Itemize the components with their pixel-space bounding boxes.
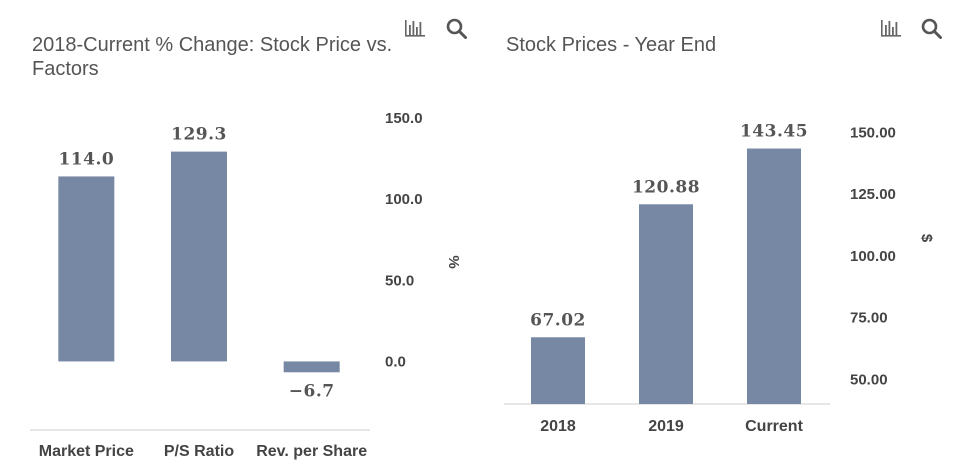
- data-label: 114.0: [58, 149, 114, 169]
- x-tick-label: 2018: [540, 418, 576, 435]
- y-tick-label: 150.0: [385, 110, 423, 127]
- x-tick-label: 2019: [648, 418, 684, 435]
- x-tick-label: Current: [745, 418, 803, 435]
- search-icon[interactable]: [444, 16, 470, 42]
- y-tick-label: 100.00: [850, 248, 896, 265]
- bar: [639, 204, 693, 404]
- bar: [747, 148, 801, 404]
- data-label: 143.45: [740, 122, 808, 142]
- y-axis-title: $: [918, 234, 935, 243]
- data-label: −6.7: [289, 381, 335, 401]
- bar-chart-icon[interactable]: [402, 16, 428, 42]
- bar: [531, 337, 585, 404]
- y-tick-label: 100.0: [385, 191, 423, 208]
- data-label: 120.88: [632, 177, 700, 197]
- y-tick-label: 150.00: [850, 124, 896, 141]
- y-tick-label: 50.00: [850, 371, 888, 388]
- y-tick-label: 50.0: [385, 272, 414, 289]
- y-tick-label: 75.00: [850, 310, 888, 327]
- bar-chart: 114.0 Market Price 129.3 P/S Ratio −6.7 Rev. …: [30, 110, 462, 460]
- chart-title: Stock Prices - Year End: [506, 34, 717, 56]
- y-tick-label: 125.00: [850, 186, 896, 203]
- bar-chart: 67.02 2018 120.88 2019 143.45 Current 50.00 75.…: [504, 122, 935, 435]
- bar: [283, 361, 340, 373]
- x-tick-label: P/S Ratio: [164, 443, 234, 460]
- search-icon[interactable]: [919, 16, 945, 42]
- x-tick-label: Market Price: [39, 443, 134, 460]
- y-axis-title: %: [445, 255, 462, 268]
- x-tick-label: Rev. per Share: [256, 443, 367, 460]
- data-label: 129.3: [171, 125, 227, 145]
- chart-panel-stock-prices: Stock Prices - Year End 67.02 2018 120.88 2…: [478, 0, 958, 470]
- chart-panel-price-change: 2018-Current % Change: Stock Price vs. F…: [0, 0, 478, 470]
- y-tick-label: 0.0: [385, 353, 406, 370]
- chart-title: 2018-Current % Change: Stock Price vs. F…: [32, 34, 393, 80]
- bar-chart-icon[interactable]: [878, 16, 904, 42]
- bar: [58, 176, 115, 362]
- data-label: 67.02: [530, 310, 586, 330]
- bar: [171, 151, 227, 362]
